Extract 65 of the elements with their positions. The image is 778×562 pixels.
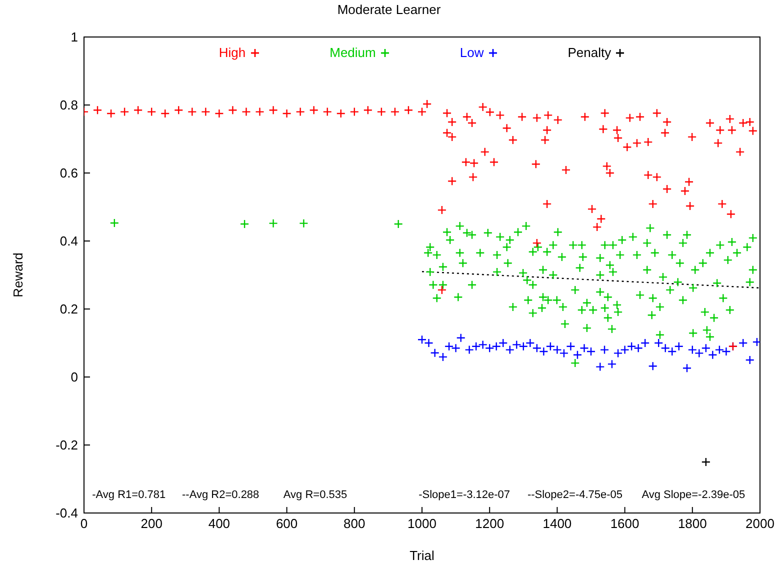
point bbox=[430, 348, 440, 358]
point bbox=[566, 342, 576, 351]
point bbox=[626, 342, 636, 351]
x-tick-label: 400 bbox=[208, 516, 230, 532]
point bbox=[738, 338, 748, 348]
annotation: --Slope2=-4.75e-05 bbox=[527, 489, 623, 501]
legend-label: Low bbox=[460, 45, 484, 60]
point bbox=[682, 364, 692, 373]
y-tick-label: 0.6 bbox=[60, 166, 78, 181]
point bbox=[648, 362, 658, 371]
annotation: --Avg R2=0.288 bbox=[182, 489, 260, 501]
point bbox=[498, 338, 508, 348]
x-tick-label: 800 bbox=[344, 516, 366, 532]
point bbox=[471, 342, 481, 351]
point bbox=[701, 344, 711, 353]
x-tick-label: 0 bbox=[80, 516, 88, 532]
point bbox=[634, 344, 643, 353]
point bbox=[613, 348, 623, 358]
point bbox=[620, 345, 630, 354]
point bbox=[451, 344, 460, 353]
point bbox=[596, 362, 605, 372]
point bbox=[708, 350, 718, 360]
point bbox=[464, 345, 474, 354]
point bbox=[456, 333, 466, 342]
y-tick-label: 0.2 bbox=[60, 302, 78, 317]
point bbox=[572, 350, 582, 360]
y-tick-label: 0 bbox=[70, 370, 78, 385]
x-tick-label: 1000 bbox=[408, 516, 436, 532]
legend-label: Medium bbox=[330, 45, 376, 60]
x-tick-label: 2000 bbox=[746, 516, 774, 532]
y-axis-title: Reward bbox=[10, 252, 26, 298]
annotation: Avg Slope=-2.39e-05 bbox=[642, 489, 746, 501]
x-tick-label: 600 bbox=[276, 516, 298, 532]
y-tick-label: 0.8 bbox=[60, 98, 78, 113]
point bbox=[745, 355, 754, 365]
point bbox=[752, 337, 760, 347]
y-tick-label: -0.2 bbox=[56, 438, 78, 453]
point bbox=[518, 342, 528, 351]
point bbox=[674, 342, 684, 351]
legend-label: High bbox=[218, 45, 246, 60]
point bbox=[701, 457, 711, 467]
point bbox=[714, 345, 724, 354]
y-tick-label: 0.4 bbox=[60, 234, 78, 249]
y-tick-label: 1 bbox=[70, 30, 78, 45]
x-tick-label: 1600 bbox=[610, 516, 640, 532]
y-tick-label: -0.4 bbox=[56, 506, 78, 521]
x-tick-label: 1800 bbox=[678, 516, 707, 532]
point bbox=[607, 359, 617, 369]
point bbox=[438, 352, 448, 362]
legend-label: Penalty bbox=[568, 45, 612, 60]
chart-title: Moderate Learner bbox=[336, 2, 442, 17]
point bbox=[722, 346, 731, 356]
x-axis-title: Trial bbox=[410, 548, 435, 562]
point bbox=[444, 342, 454, 351]
x-tick-label: 200 bbox=[140, 516, 162, 532]
annotation: -Avg R1=0.781 bbox=[92, 489, 166, 501]
point bbox=[492, 342, 501, 351]
point bbox=[600, 345, 610, 354]
annotation: Avg R=0.535 bbox=[283, 489, 348, 501]
point bbox=[505, 345, 514, 354]
point bbox=[640, 338, 650, 348]
x-tick-label: 1400 bbox=[542, 516, 572, 532]
annotation: -Slope1=-3.12e-07 bbox=[418, 489, 510, 501]
x-tick-label: 1200 bbox=[475, 516, 504, 532]
point bbox=[512, 340, 522, 350]
